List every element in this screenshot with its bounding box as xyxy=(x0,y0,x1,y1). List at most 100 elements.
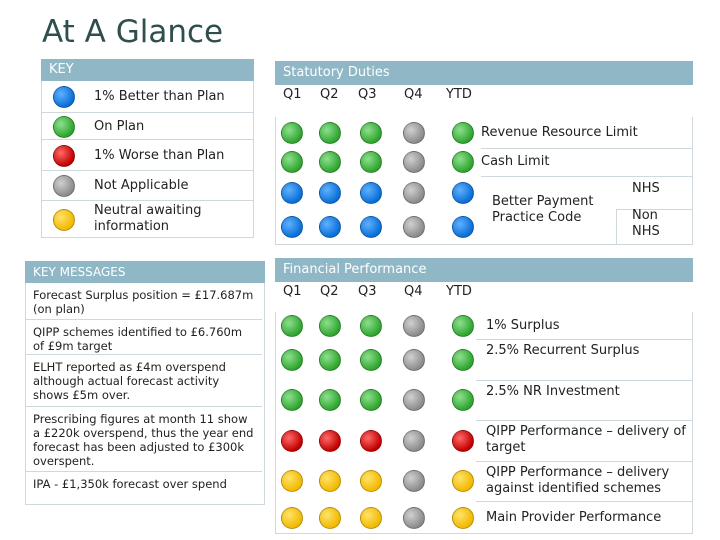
column-header-ytd: YTD xyxy=(446,87,472,102)
divider xyxy=(481,176,692,177)
status-dot xyxy=(281,429,303,452)
key-row: Not Applicable xyxy=(42,170,253,201)
status-dot xyxy=(319,389,341,411)
status-dot xyxy=(319,151,341,173)
status-dot xyxy=(281,506,303,529)
status-dot xyxy=(281,181,303,204)
divider xyxy=(476,380,692,381)
key-message: Prescribing figures at month 11 show a £… xyxy=(26,406,262,471)
key-row: 1% Worse than Plan xyxy=(42,139,253,171)
key-messages-panel: Forecast Surplus position = £17.687m (on… xyxy=(25,283,265,505)
key-label: 1% Worse than Plan xyxy=(94,147,225,163)
divider xyxy=(476,420,692,421)
status-dot xyxy=(360,151,382,173)
key-messages-header: KEY MESSAGES xyxy=(25,261,265,283)
financial-row-label: Main Provider Performance xyxy=(486,509,662,525)
status-dot xyxy=(452,121,474,144)
status-dot xyxy=(360,429,382,452)
status-dot xyxy=(360,121,382,144)
status-dot xyxy=(403,151,425,173)
status-dot xyxy=(319,429,341,452)
status-dot xyxy=(319,216,341,238)
status-dot xyxy=(281,151,303,173)
statutory-sublabel: NHS xyxy=(632,181,660,196)
statutory-row xyxy=(276,117,692,148)
statutory-row xyxy=(276,148,692,176)
key-message: IPA - £1,350k forecast over spend xyxy=(26,471,262,505)
financial-row: 2.5% NR Investment xyxy=(276,380,692,420)
key-header: KEY xyxy=(41,59,254,81)
status-dot xyxy=(360,314,382,337)
key-color-dot xyxy=(53,209,75,231)
status-dot xyxy=(319,314,341,337)
divider xyxy=(616,209,627,245)
status-dot xyxy=(360,348,382,371)
status-dot xyxy=(452,181,474,204)
financial-column-headers: Q1 Q2 Q3 Q4 YTD xyxy=(275,284,693,304)
statutory-sublabel: Non NHS xyxy=(632,208,660,239)
status-dot xyxy=(281,216,303,238)
key-row: 1% Better than Plan xyxy=(42,81,253,112)
status-dot xyxy=(281,348,303,371)
financial-row-label: 2.5% Recurrent Surplus xyxy=(486,343,640,358)
status-dot xyxy=(360,181,382,204)
status-dot xyxy=(452,151,474,173)
status-dot xyxy=(319,181,341,204)
key-label: On Plan xyxy=(94,118,145,134)
divider xyxy=(616,209,692,210)
status-dot xyxy=(452,470,474,492)
column-header-q2: Q2 xyxy=(320,284,339,299)
status-dot xyxy=(281,121,303,144)
statutory-row-label: Cash Limit xyxy=(481,154,550,169)
financial-panel: 1% Surplus 2.5% Recurrent Surplus 2.5% NR … xyxy=(275,312,693,534)
divider xyxy=(476,501,692,502)
column-header-ytd: YTD xyxy=(446,284,472,299)
status-dot xyxy=(452,389,474,411)
status-dot xyxy=(360,216,382,238)
status-dot xyxy=(319,470,341,492)
column-header-q3: Q3 xyxy=(358,284,377,299)
financial-row-label: 2.5% NR Investment xyxy=(486,384,620,399)
status-dot xyxy=(403,181,425,204)
status-dot xyxy=(403,389,425,411)
key-color-dot xyxy=(53,115,75,138)
financial-row: QIPP Performance – delivery against iden… xyxy=(276,461,692,501)
status-dot xyxy=(403,429,425,452)
status-dot xyxy=(403,314,425,337)
financial-row: 2.5% Recurrent Surplus xyxy=(276,339,692,380)
statutory-panel: Revenue Resource Limit Cash Limit Better P… xyxy=(275,117,693,245)
column-header-q1: Q1 xyxy=(283,284,302,299)
statutory-column-headers: Q1 Q2 Q3 Q4 YTD xyxy=(275,87,693,107)
statutory-row-label: Better Payment Practice Code xyxy=(492,194,594,225)
financial-row: QIPP Performance – delivery of target xyxy=(276,420,692,461)
financial-row-label: QIPP Performance – delivery against iden… xyxy=(486,465,670,496)
financial-row: Main Provider Performance xyxy=(276,501,692,534)
financial-header: Financial Performance xyxy=(275,258,693,282)
status-dot xyxy=(319,121,341,144)
status-dot xyxy=(319,506,341,529)
status-dot xyxy=(281,389,303,411)
status-dot xyxy=(452,506,474,529)
status-dot xyxy=(452,314,474,337)
column-header-q2: Q2 xyxy=(320,87,339,102)
key-row: Neutral awaiting information xyxy=(42,200,253,239)
key-message: ELHT reported as £4m overspend although … xyxy=(26,354,262,406)
divider xyxy=(476,461,692,462)
divider xyxy=(476,339,692,340)
statutory-row xyxy=(276,209,692,245)
key-row: On Plan xyxy=(42,112,253,140)
key-label: 1% Better than Plan xyxy=(94,88,225,104)
key-message: QIPP schemes identified to £6.760m of £9… xyxy=(26,319,262,354)
status-dot xyxy=(403,121,425,144)
column-header-q3: Q3 xyxy=(358,87,377,102)
status-dot xyxy=(281,314,303,337)
divider xyxy=(481,148,692,149)
status-dot xyxy=(281,470,303,492)
status-dot xyxy=(319,348,341,371)
page-title: At A Glance xyxy=(42,14,224,50)
financial-row: 1% Surplus xyxy=(276,312,692,339)
statutory-row xyxy=(276,176,692,209)
status-dot xyxy=(452,429,474,452)
column-header-q1: Q1 xyxy=(283,87,302,102)
key-label: Not Applicable xyxy=(94,178,189,193)
